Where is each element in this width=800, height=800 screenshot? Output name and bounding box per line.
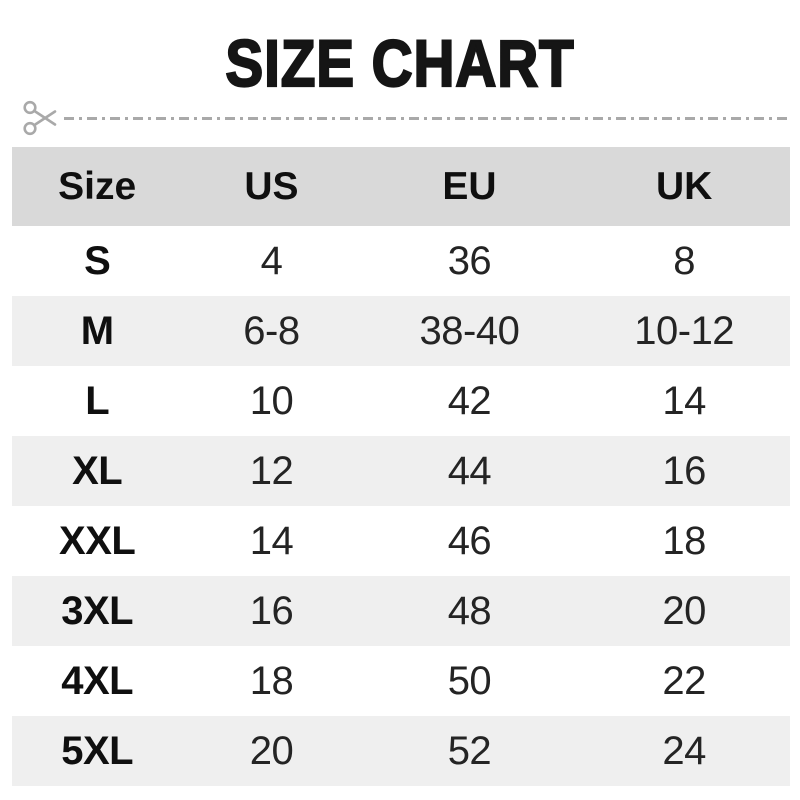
- uk-cell: 16: [662, 448, 706, 493]
- eu-cell: 42: [447, 378, 492, 423]
- scissors-icon: [23, 100, 57, 136]
- column-header-size: Size: [58, 164, 137, 208]
- us-cell: 6-8: [243, 308, 300, 353]
- column-header-us: US: [244, 164, 299, 208]
- table-row-m: M 6-8 38-40 10-12: [12, 296, 790, 366]
- uk-cell: 14: [662, 378, 706, 423]
- us-cell: 12: [249, 448, 294, 493]
- us-cell: 16: [249, 588, 294, 633]
- table-row-xxl: XXL 14 46 18: [12, 506, 790, 576]
- size-cell: XXL: [59, 518, 136, 563]
- eu-cell: 52: [447, 728, 492, 773]
- size-cell: S: [84, 238, 111, 283]
- uk-cell: 8: [673, 238, 696, 283]
- uk-cell: 18: [662, 518, 706, 563]
- uk-cell: 20: [662, 588, 706, 633]
- us-cell: 18: [249, 658, 294, 703]
- dashed-cut-line: [64, 117, 790, 120]
- size-cell: M: [80, 308, 114, 353]
- table-row-xl: XL 12 44 16: [12, 436, 790, 506]
- eu-cell: 38-40: [419, 308, 520, 353]
- size-cell: 4XL: [61, 658, 134, 703]
- column-header-eu: EU: [442, 164, 497, 208]
- uk-cell: 22: [662, 658, 706, 703]
- us-cell: 14: [249, 518, 294, 563]
- page-title: SIZE CHART: [0, 20, 800, 106]
- eu-cell: 50: [447, 658, 492, 703]
- table-row-5xl: 5XL 20 52 24: [12, 716, 790, 786]
- us-cell: 4: [260, 238, 283, 283]
- size-cell: L: [85, 378, 110, 423]
- eu-cell: 46: [447, 518, 492, 563]
- eu-cell: 48: [447, 588, 492, 633]
- us-cell: 10: [249, 378, 294, 423]
- size-cell: 3XL: [61, 588, 134, 633]
- table-header-row: Size US EU UK: [12, 147, 790, 226]
- size-cell: 5XL: [61, 728, 134, 773]
- table-row-4xl: 4XL 18 50 22: [12, 646, 790, 716]
- uk-cell: 24: [662, 728, 706, 773]
- uk-cell: 10-12: [634, 308, 735, 353]
- size-table: Size US EU UK S 4 36 8 M 6-8 38-40 10-12…: [12, 147, 790, 786]
- table-row-3xl: 3XL 16 48 20: [12, 576, 790, 646]
- cut-line: [0, 96, 800, 142]
- us-cell: 20: [249, 728, 294, 773]
- page-title-text: SIZE CHART: [224, 25, 575, 101]
- size-cell: XL: [72, 448, 123, 493]
- table-row-s: S 4 36 8: [12, 226, 790, 296]
- eu-cell: 36: [447, 238, 492, 283]
- table-row-l: L 10 42 14: [12, 366, 790, 436]
- eu-cell: 44: [447, 448, 492, 493]
- column-header-uk: UK: [655, 164, 713, 208]
